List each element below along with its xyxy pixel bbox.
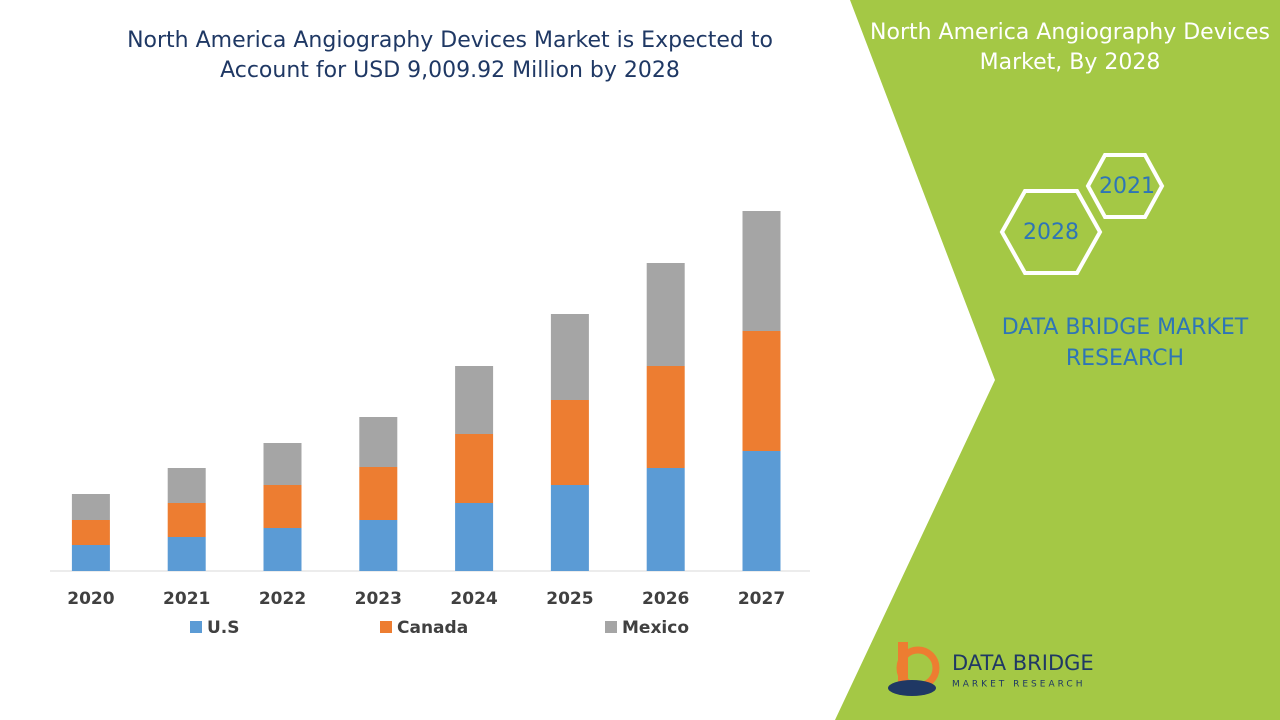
brand: DATA BRIDGE MARKET RESEARCH <box>1001 315 1249 371</box>
logo-name: DATA BRIDGE <box>952 651 1094 675</box>
legend-label: U.S <box>207 618 240 638</box>
x-tick-label: 2026 <box>642 589 689 609</box>
chart-title: North America Angiography Devices Market… <box>127 28 773 83</box>
bar-segment <box>359 417 398 467</box>
logo-tagline: MARKET RESEARCH <box>952 680 1085 690</box>
x-tick-label: 2025 <box>546 589 593 609</box>
x-tick-label: 2020 <box>67 589 114 609</box>
bar-segment <box>550 485 589 571</box>
bar-segment <box>646 366 685 468</box>
hexagon <box>999 189 1103 275</box>
bar-segment <box>550 400 589 485</box>
legend-swatch <box>605 621 617 633</box>
bar-segment <box>646 263 685 366</box>
bar-segment <box>455 366 494 434</box>
logo: DATA BRIDGE MARKET RESEARCH <box>888 642 1094 696</box>
bar-segment <box>455 503 494 571</box>
x-tick-label: 2021 <box>163 589 210 609</box>
x-tick-label: 2022 <box>259 589 306 609</box>
badge: 2021 <box>1099 174 1155 199</box>
bar-segment <box>359 467 398 520</box>
legend-swatch <box>190 621 202 633</box>
hexagon <box>1085 153 1165 219</box>
bar-segment <box>455 434 494 503</box>
x-tick-label: 2027 <box>738 589 785 609</box>
x-tick-label: 2023 <box>355 589 402 609</box>
logo-mark <box>888 680 936 696</box>
bar-segment <box>263 443 302 485</box>
bar-segment <box>71 545 110 571</box>
legend-label: Mexico <box>622 618 689 638</box>
bar-segment <box>263 528 302 571</box>
bar-segment <box>742 211 781 331</box>
bar-segment <box>646 468 685 571</box>
x-tick-label: 2024 <box>450 589 497 609</box>
bar-segment <box>550 314 589 400</box>
bar-segment <box>742 331 781 451</box>
bar-segment <box>742 451 781 571</box>
badge: 2028 <box>1023 220 1079 245</box>
bar-segment <box>167 503 206 537</box>
legend-swatch <box>380 621 392 633</box>
bar-segment <box>167 537 206 571</box>
bar-segment <box>71 520 110 545</box>
side-title: North America Angiography Devices Market… <box>870 20 1270 75</box>
bar-segment <box>263 485 302 528</box>
side-panel-bg <box>835 0 1280 720</box>
bar-segment <box>359 520 398 571</box>
bar-segment <box>167 468 206 503</box>
legend-label: Canada <box>397 618 468 638</box>
bar-segment <box>71 494 110 520</box>
